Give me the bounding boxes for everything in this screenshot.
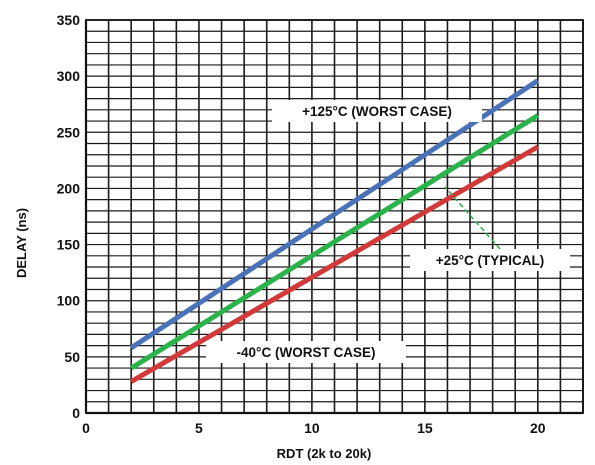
y-tick-label: 0 (72, 405, 80, 421)
annotation-leader-line (444, 186, 501, 250)
series-line-1 (129, 78, 540, 350)
y-tick-label: 50 (64, 349, 80, 365)
annotation-label: -40°C (WORST CASE) (237, 345, 376, 360)
x-axis-ticks: 0 5 10 15 20 (82, 420, 546, 436)
annotation-label: +125°C (WORST CASE) (302, 104, 452, 119)
y-tick-label: 350 (57, 12, 81, 28)
x-tick-label: 5 (195, 420, 203, 436)
annotations: +125°C (WORST CASE) +25°C (TYPICAL) -40°C … (206, 100, 570, 363)
y-tick-label: 300 (57, 68, 81, 84)
y-tick-label: 100 (57, 293, 81, 309)
y-axis-label: DELAY (ns) (14, 208, 29, 278)
y-axis-ticks: 0 50 100 150 200 250 300 350 (57, 12, 81, 421)
y-tick-label: 250 (57, 124, 81, 140)
annotation-label: +25°C (TYPICAL) (436, 253, 545, 268)
y-tick-label: 150 (57, 237, 81, 253)
x-tick-label: 10 (304, 420, 320, 436)
x-tick-label: 0 (82, 420, 90, 436)
y-tick-label: 200 (57, 180, 81, 196)
annotation-box (272, 100, 482, 122)
series-lines (129, 78, 540, 384)
annotation-box (206, 341, 406, 363)
series-line-2 (129, 113, 540, 371)
x-tick-label: 20 (530, 420, 546, 436)
series-line-3 (129, 144, 540, 384)
plot-frame (84, 19, 584, 415)
x-tick-label: 15 (417, 420, 433, 436)
annotation-box (410, 249, 570, 271)
x-axis-label: RDT (2k to 20k) (277, 446, 372, 461)
